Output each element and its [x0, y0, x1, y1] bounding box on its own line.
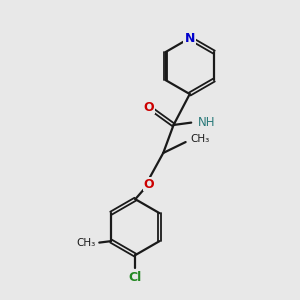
- Text: NH: NH: [198, 116, 215, 129]
- Text: N: N: [184, 32, 195, 45]
- Text: CH₃: CH₃: [190, 134, 210, 144]
- Text: O: O: [143, 101, 154, 114]
- Text: CH₃: CH₃: [76, 238, 96, 248]
- Text: O: O: [143, 178, 154, 191]
- Text: Cl: Cl: [129, 271, 142, 284]
